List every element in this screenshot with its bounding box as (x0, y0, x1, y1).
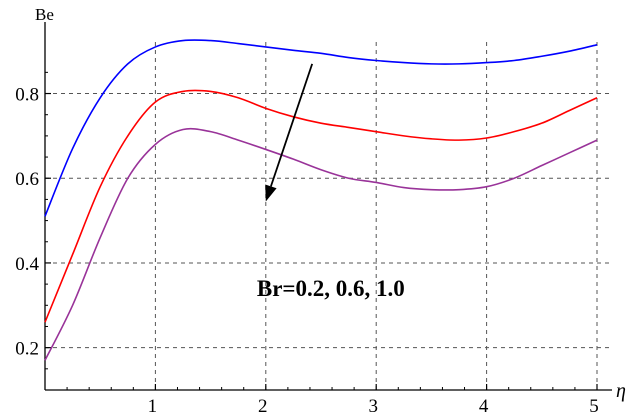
series (44, 39, 598, 361)
series-line-2 (44, 89, 598, 323)
annotation-arrow (270, 63, 314, 187)
annotation-arrow-group (265, 63, 314, 202)
series-line-1 (44, 39, 598, 217)
y-tick-label: 0.6 (15, 169, 39, 190)
y-tick-label: 0.8 (15, 85, 39, 106)
axes (44, 22, 612, 391)
series-line-3 (44, 127, 598, 361)
y-axis-title: Be (35, 5, 54, 24)
x-axis-title: η (616, 380, 626, 402)
annotation-arrow-head (265, 184, 277, 202)
y-tick-label: 0.2 (15, 339, 39, 360)
x-tick-label: 5 (589, 396, 599, 416)
y-tick-label: 0.4 (15, 254, 39, 275)
x-tick-label: 3 (368, 396, 378, 416)
x-tick-label: 2 (258, 396, 268, 416)
grid (45, 42, 612, 390)
x-tick-label: 1 (148, 396, 158, 416)
ticks: 1 2 3 4 5 0.2 0.4 0.6 0.8 (15, 71, 599, 416)
annotation-text: Br=0.2, 0.6, 1.0 (257, 276, 405, 301)
x-tick-label: 4 (479, 396, 489, 416)
